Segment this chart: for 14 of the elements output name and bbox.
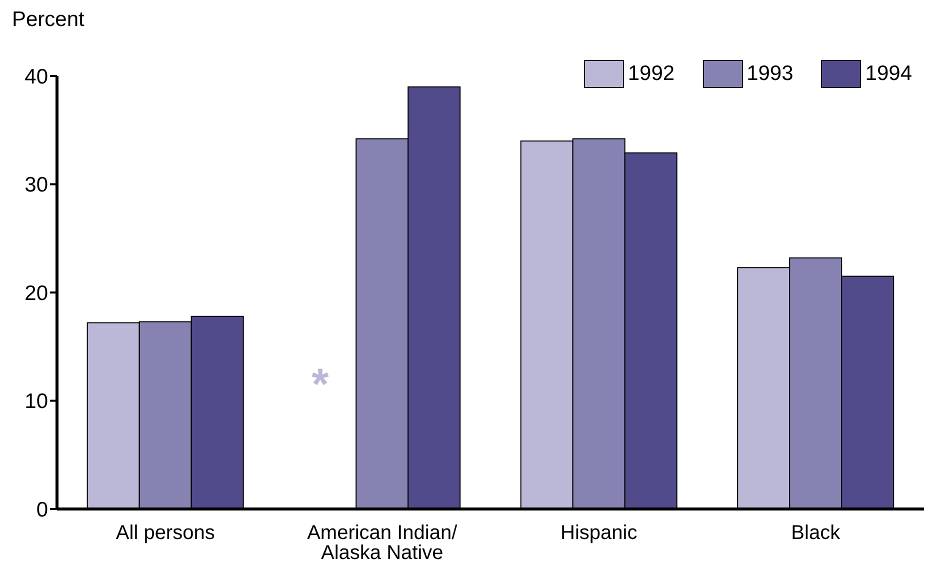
- y-tick-label: 40: [24, 65, 48, 88]
- x-tick-label: American Indian/ Alaska Native: [307, 522, 458, 564]
- x-tick-label: Black: [791, 522, 842, 544]
- annotation: *: [312, 360, 330, 409]
- legend-label: 1992: [628, 62, 675, 86]
- x-tick-label: Hispanic: [560, 522, 638, 544]
- y-axis-title: Percent: [12, 8, 84, 32]
- y-tick-label: 30: [24, 174, 48, 197]
- x-tick-label: All persons: [116, 522, 215, 544]
- y-tick-label: 0: [36, 498, 48, 522]
- y-tick-label: 10: [24, 390, 48, 414]
- legend-label: 1994: [865, 62, 912, 86]
- y-tick-label: 20: [24, 282, 48, 305]
- legend-label: 1993: [746, 62, 794, 86]
